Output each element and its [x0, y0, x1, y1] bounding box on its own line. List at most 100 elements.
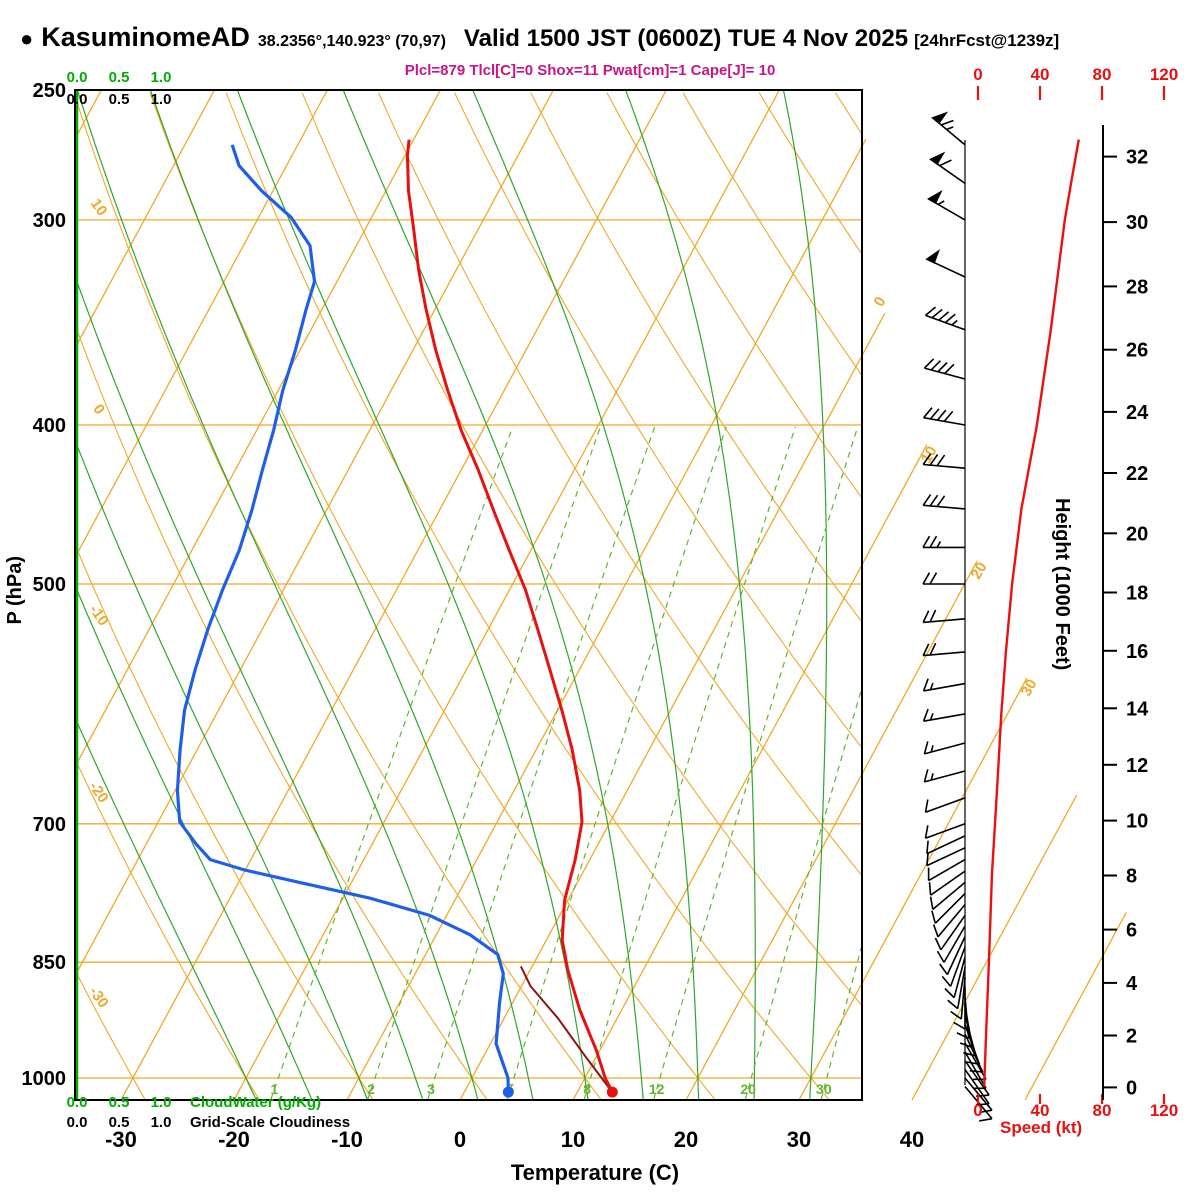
wind-barb — [953, 986, 966, 1030]
axis-tick-label: -10 — [86, 602, 112, 630]
wind-barb — [936, 925, 966, 963]
axis-tick-label: 16 — [1126, 641, 1148, 663]
wind-barb — [926, 835, 966, 855]
axis-tick-label: 10 — [87, 196, 110, 219]
wind-barb — [924, 823, 966, 839]
axis-tick-label: 12 — [649, 1081, 665, 1097]
wind-barb — [939, 936, 966, 976]
axis-tick-label: 20 — [740, 1081, 756, 1097]
axis-tick-label: 80 — [1093, 65, 1112, 84]
axis-tick-label: 10 — [561, 1127, 585, 1152]
wind-barb — [931, 893, 966, 924]
wind-barb — [922, 407, 966, 426]
axis-tick-label: 4 — [1126, 973, 1138, 995]
wind-barb — [923, 769, 966, 783]
dry-adiabats — [75, 92, 862, 1100]
cloudwater-legend-label: CloudWater (g/Kg) — [190, 1094, 321, 1111]
wind-barb — [922, 642, 966, 657]
cloudiness-legend-label: Grid-Scale Cloudiness — [190, 1114, 350, 1131]
axis-tick-label: 0 — [871, 294, 890, 310]
station-coords: 38.2356°,140.923° (70,97) — [257, 33, 446, 50]
axis-tick-label: 0.5 — [109, 1094, 130, 1111]
axis-tick-label: 1 — [270, 1081, 278, 1097]
wind-barb — [931, 111, 966, 146]
wind-barb — [964, 1033, 984, 1073]
moist-adiabats — [75, 90, 828, 1100]
wind-barb — [923, 358, 966, 380]
axis-tick-label: 12 — [1126, 755, 1148, 777]
sounding-params: Plcl=879 Tlcl[C]=0 Shox=11 Pwat[cm]=1 Ca… — [404, 62, 776, 79]
wind-barb — [922, 609, 966, 624]
station-name: KasuminomeAD — [41, 22, 250, 52]
axis-tick-label: 30 — [816, 1081, 832, 1097]
wind-barb — [950, 977, 966, 1020]
axis-tick-label: 1.0 — [151, 1114, 172, 1131]
axis-tick-label: 8 — [1126, 865, 1137, 887]
wind-barb — [926, 847, 966, 867]
wind-barb — [929, 881, 966, 911]
wind-barb — [922, 708, 966, 722]
axis-tick-label: 3 — [427, 1081, 435, 1097]
wind-barb — [934, 914, 966, 951]
axis-tick-label: 0 — [454, 1127, 466, 1152]
axis-tick-label: 0.0 — [67, 1114, 88, 1131]
axis-tick-label: -30 — [105, 1127, 137, 1152]
axis-tick-label: 0.5 — [109, 69, 130, 86]
axis-tick-label: 2 — [1126, 1026, 1137, 1048]
surface-dewpoint-dot — [502, 1086, 514, 1098]
axis-tick-label: 26 — [1126, 340, 1148, 362]
wind-barb — [924, 797, 966, 814]
axis-tick-label: 80 — [1093, 1101, 1112, 1120]
temperature-axis-labels: -30 -20 -10 0 10 20 30 40 — [105, 1127, 924, 1152]
speed-curve — [983, 139, 1080, 1087]
wind-barb — [932, 904, 966, 938]
axis-tick-label: 40 — [900, 1127, 924, 1152]
axis-tick-label: 0 — [973, 65, 982, 84]
axis-tick-label: 120 — [1150, 1101, 1178, 1120]
temperature-axis-title: Temperature (C) — [510, 1160, 680, 1185]
valid-time: Valid 1500 JST (0600Z) TUE 4 Nov 2025 — [463, 25, 909, 52]
wind-barb — [929, 151, 966, 185]
axis-tick-label: -20 — [86, 779, 112, 807]
axis-tick-label: 18 — [1126, 583, 1148, 605]
mixing-ratio-labels: 12358122030 — [270, 1081, 831, 1097]
wind-barb — [941, 946, 966, 987]
mixing-ratio-lines — [270, 426, 862, 1100]
temperature-curve — [405, 139, 614, 1093]
axis-tick-label: 20 — [674, 1127, 698, 1152]
speed-axis-title: Speed (kt) — [1000, 1118, 1083, 1137]
axis-tick-label: 0.5 — [109, 1114, 130, 1131]
axis-tick-label: 0.0 — [67, 1094, 88, 1111]
forecast-tag: [24hrFcst@1239z] — [914, 31, 1060, 50]
wind-barb — [922, 453, 966, 469]
axis-tick-label: 300 — [33, 210, 66, 232]
pressure-axis-labels: 250 300 400 500 700 850 1000 — [22, 80, 67, 1090]
axis-tick-label: 20 — [968, 559, 991, 582]
axis-tick-label: 0.0 — [67, 91, 88, 108]
wind-barb — [922, 678, 966, 692]
axis-tick-label: 2 — [367, 1081, 375, 1097]
axis-tick-label: -10 — [331, 1127, 363, 1152]
wind-barb — [923, 741, 966, 755]
axis-tick-label: 10 — [1126, 811, 1148, 833]
axis-tick-label: 400 — [33, 415, 66, 437]
axis-tick-label: 30 — [1018, 676, 1041, 699]
wind-barb — [922, 535, 965, 549]
axis-tick-label: 28 — [1126, 276, 1148, 298]
dewpoint-curve — [175, 144, 510, 1093]
axis-tick-label: 120 — [1150, 65, 1178, 84]
wind-barb — [947, 967, 966, 1010]
header: ● KasuminomeAD 38.2356°,140.923° (70,97)… — [20, 22, 1059, 53]
wind-barb — [926, 189, 966, 221]
axis-tick-label: 700 — [33, 814, 66, 836]
wind-barb — [928, 870, 966, 896]
wind-barb — [944, 956, 966, 999]
wind-barb — [964, 1051, 987, 1090]
wind-barb — [927, 858, 966, 882]
axis-tick-label: 20 — [1126, 523, 1148, 545]
axis-tick-label: 1.0 — [151, 91, 172, 108]
axis-tick-label: 0 — [973, 1101, 982, 1120]
